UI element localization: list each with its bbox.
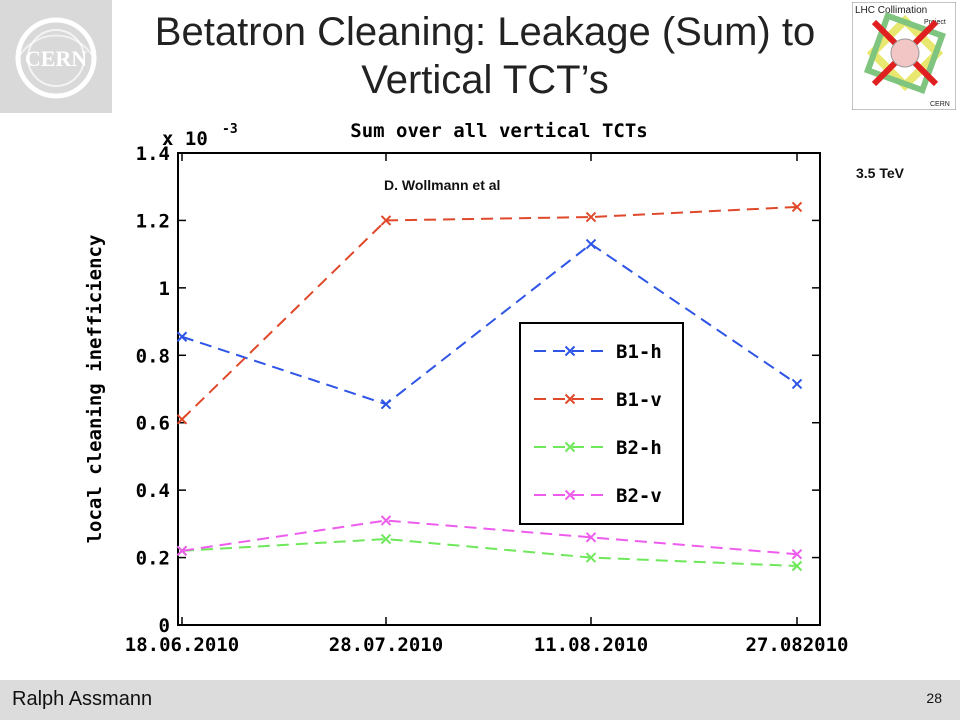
lhc-logo-cern: CERN	[930, 101, 950, 108]
data-point-B2-v	[585, 532, 597, 543]
y-tick-label: 0.2	[136, 548, 170, 570]
credit-label: D. Wollmann et al	[384, 177, 501, 193]
data-point-B2-h	[380, 533, 392, 545]
y-axis-label: local cleaning inefficiency	[84, 235, 106, 544]
title-line-2: Vertical TCT’s	[361, 58, 609, 102]
lhc-collimation-logo: LHC Collimation Project CERN	[852, 2, 956, 110]
y-tick-label: 0.4	[136, 480, 170, 502]
legend-label-B2-v: B2-v	[616, 485, 662, 507]
legend-label-B1-h: B1-h	[616, 341, 662, 363]
series-line-B2-h	[181, 538, 798, 567]
y-multiplier-exponent: -3	[222, 122, 238, 137]
chart-title: Sum over all vertical TCTs	[350, 120, 647, 142]
y-multiplier: x 10	[162, 128, 208, 150]
y-tick-label: 1	[159, 278, 170, 300]
y-tick-label: 0	[159, 615, 170, 637]
data-point-B2-v	[380, 515, 392, 526]
data-point-B2-v	[176, 545, 188, 557]
data-point-B1-h	[380, 398, 392, 410]
data-point-B2-v	[791, 548, 803, 560]
x-tick-label: 18.06.2010	[125, 634, 239, 656]
cern-logo: CERN	[15, 17, 97, 99]
series-line-B1-v	[181, 205, 798, 421]
lhc-logo-title: LHC Collimation	[855, 5, 927, 16]
x-tick-label: 27.082010	[746, 634, 849, 656]
data-point-B1-v	[176, 414, 188, 425]
header	[0, 0, 960, 113]
title-line-1: Betatron Cleaning: Leakage (Sum) to	[154, 10, 816, 54]
footer-author: Ralph Assmann	[12, 688, 153, 710]
x-tick-label: 11.08.2010	[534, 634, 648, 656]
data-point-B1-h	[176, 331, 188, 342]
legend-marker-B2-h	[564, 441, 576, 453]
plot-frame	[177, 152, 821, 626]
legend-marker-B2-v	[564, 489, 576, 501]
y-tick-label: 1.2	[136, 210, 170, 232]
y-tick-label: 0.6	[136, 413, 170, 435]
y-tick-label: 0.8	[136, 345, 170, 367]
legend-box	[519, 322, 684, 525]
data-point-B1-h	[791, 378, 803, 390]
data-point-B1-v	[380, 215, 392, 226]
series-line-B2-v	[181, 519, 798, 556]
page-number: 28	[926, 690, 942, 706]
legend-label-B1-v: B1-v	[616, 389, 662, 411]
data-point-B2-h	[585, 552, 597, 563]
energy-label: 3.5 TeV	[856, 165, 904, 181]
y-tick-label: 1.4	[136, 143, 170, 165]
cern-logo-text: CERN	[25, 46, 87, 71]
legend-label-B2-h: B2-h	[616, 437, 662, 459]
data-point-B1-h	[585, 238, 597, 250]
data-point-B1-v	[585, 211, 597, 223]
footer: Ralph Assmann 28	[0, 680, 960, 720]
page-title: Betatron Cleaning: Leakage (Sum) to Vert…	[120, 8, 850, 104]
line-chart: Sum over all vertical TCTs x 10 -3 local cl…	[84, 120, 849, 656]
legend-marker-B1-h	[564, 345, 576, 357]
data-point-B1-v	[791, 201, 803, 213]
legend-marker-B1-v	[564, 393, 576, 405]
x-tick-label: 28.07.2010	[329, 634, 443, 656]
data-point-B2-h	[791, 560, 803, 572]
series-line-B1-h	[181, 242, 798, 406]
